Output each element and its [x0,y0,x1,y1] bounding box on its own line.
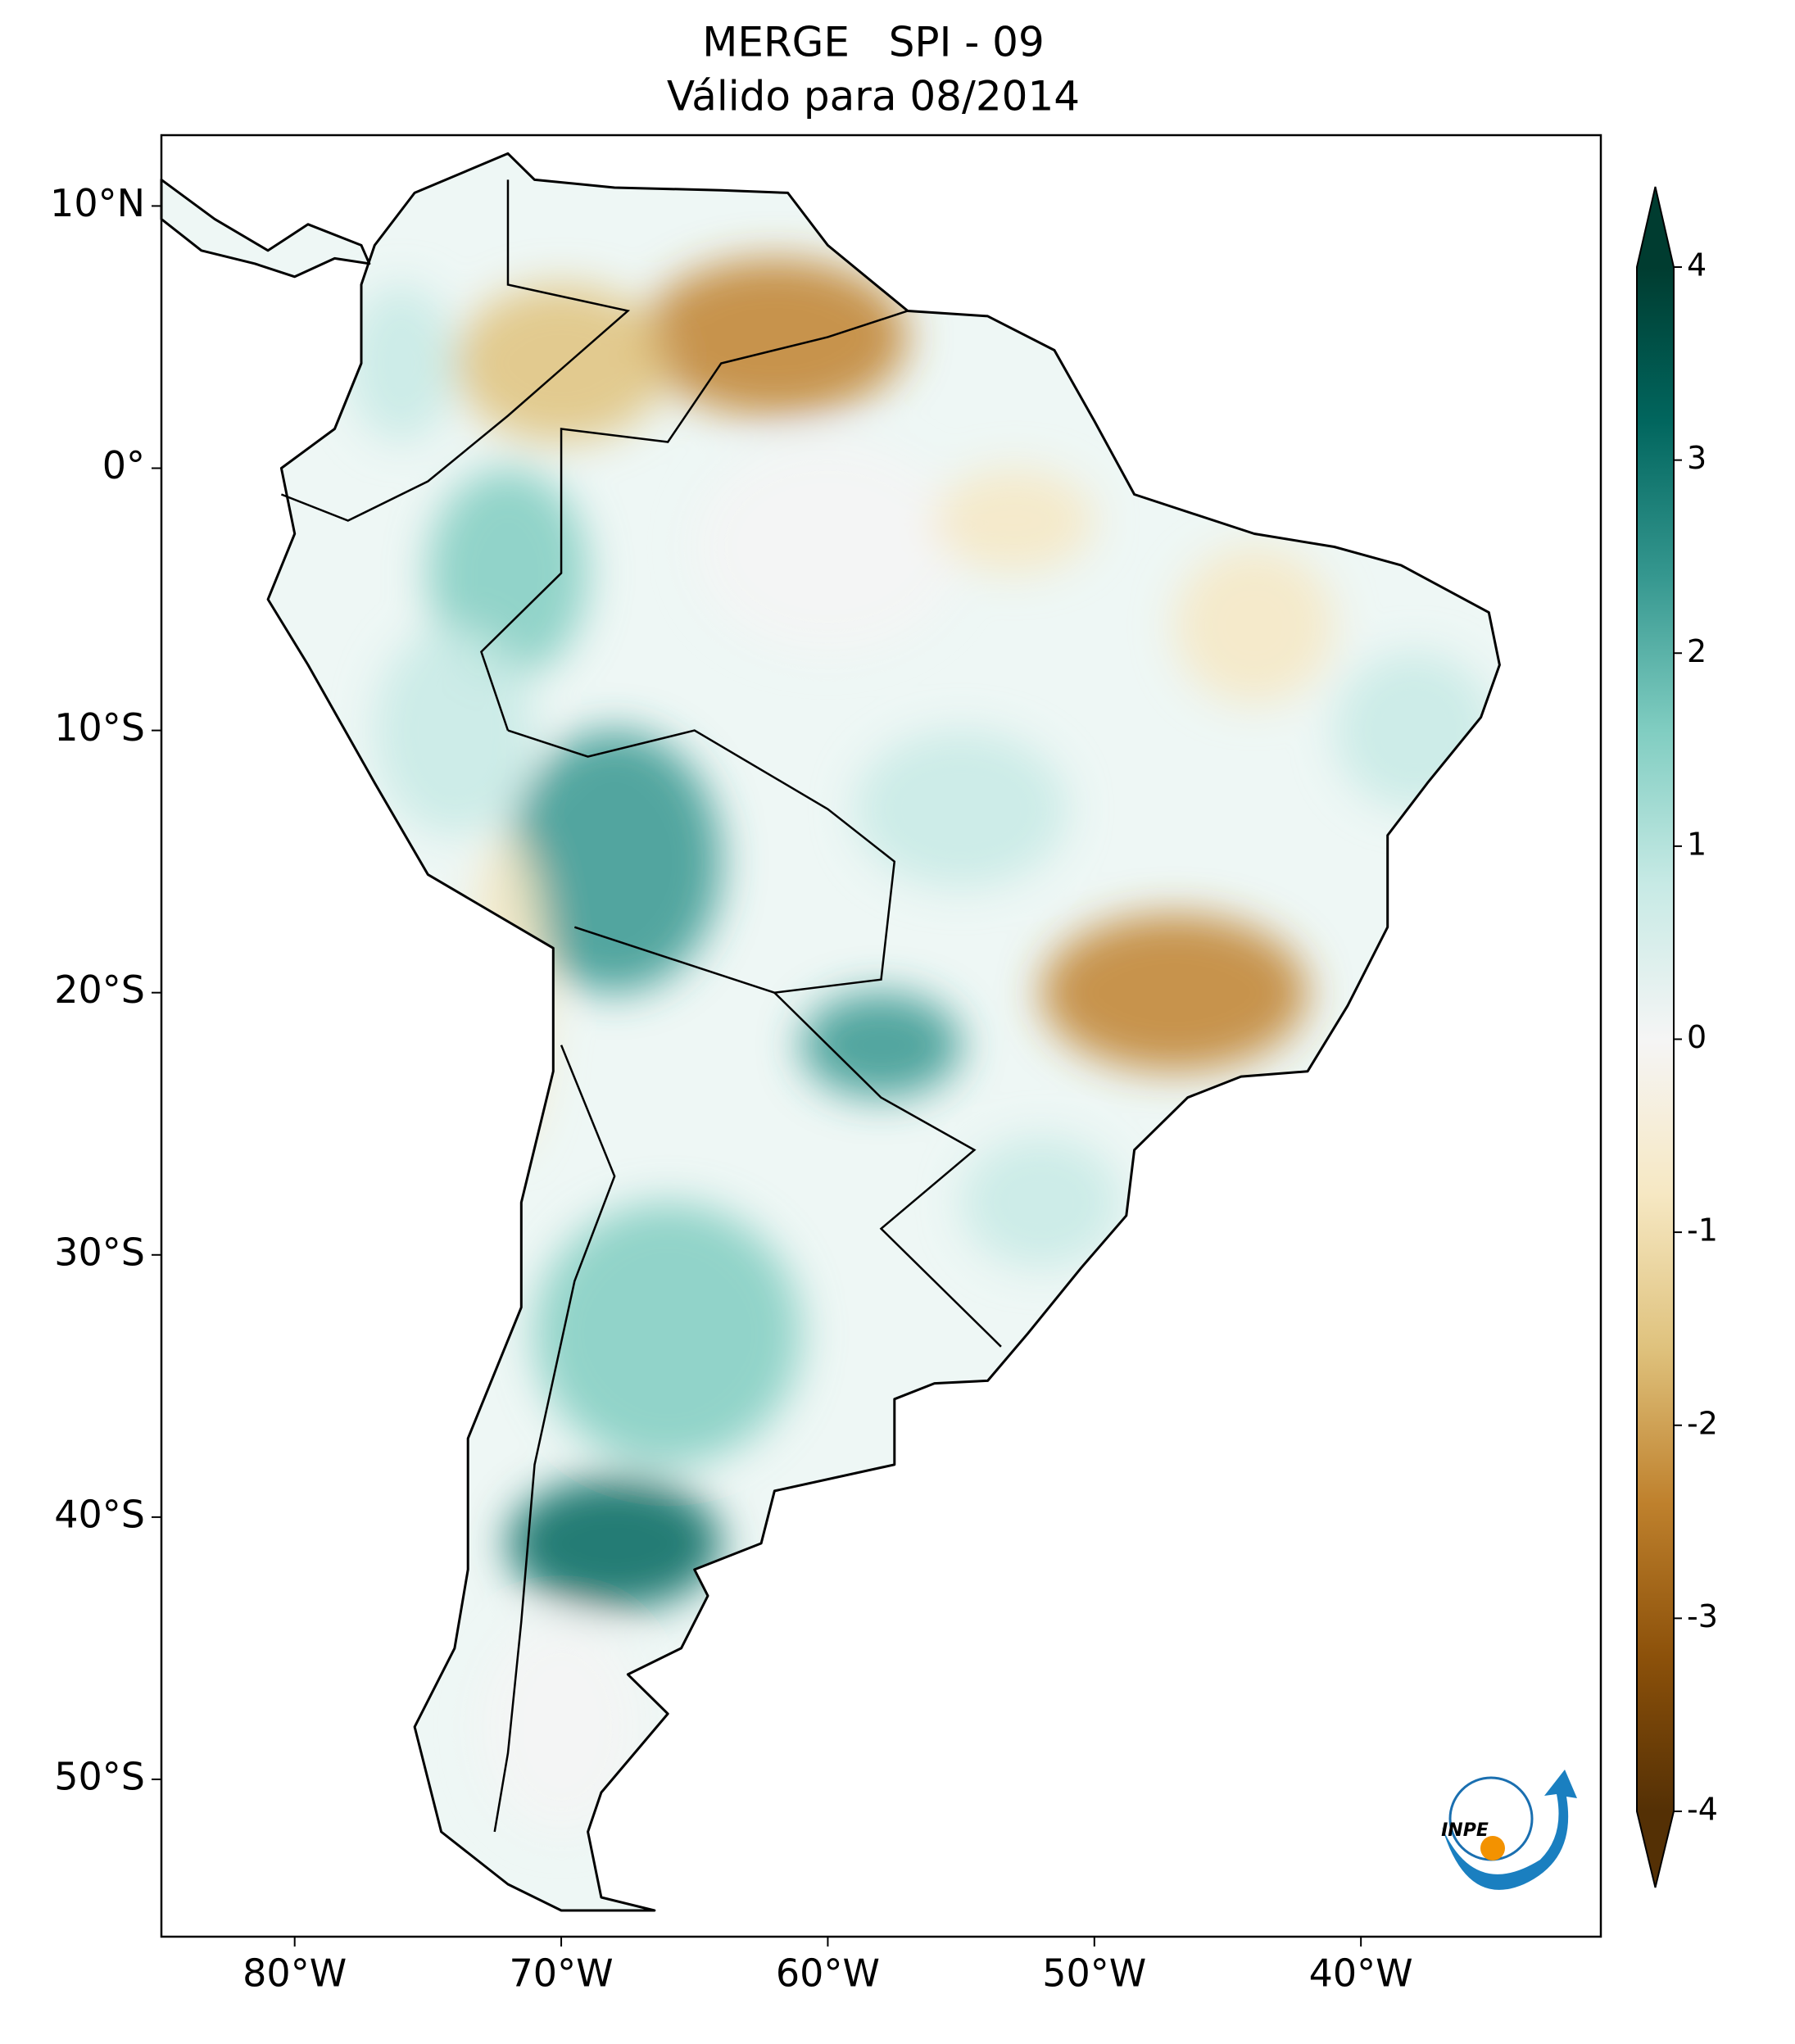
spi-blob [507,1477,722,1609]
y-tick-label: 10°N [50,181,145,225]
spi-blob [454,284,669,442]
spi-blob [534,1202,801,1465]
inpe-logo: INPE [1441,1770,1577,1890]
x-tick-label: 80°W [243,1951,347,1996]
spi-blob [934,468,1095,573]
y-tick-label: 40°S [54,1492,145,1536]
spi-blob [961,1136,1122,1268]
colorbar-tick-label: -4 [1687,1792,1718,1828]
logo-dot [1480,1836,1505,1860]
y-tick-label: 10°S [54,705,145,750]
y-tick-label: 20°S [54,968,145,1012]
colorbar-tick-label: 1 [1687,826,1707,862]
spi-blob [1040,913,1308,1072]
colorbar-tick-label: 3 [1687,440,1707,476]
spi-blob [481,1621,641,1832]
y-tick-label: 0° [102,443,145,487]
logo-swoosh [1442,1770,1577,1890]
spi-field [347,258,1494,1832]
spi-blob [507,730,722,993]
spi-blob [641,258,909,416]
x-tick-label: 70°W [510,1951,614,1996]
x-tick-label: 50°W [1042,1951,1146,1996]
spi-blob [854,730,1068,888]
title-line: Válido para 08/2014 [667,73,1080,120]
x-tick-label: 40°W [1309,1951,1413,1996]
x-tick-label: 60°W [776,1951,880,1996]
colorbar: 4 3 2 1 0 -1 -2 -3 -4 [1636,186,1718,1888]
border [493,1045,616,1833]
colorbar-tick-label: -2 [1687,1405,1718,1441]
y-tick-label: 50°S [54,1754,145,1798]
logo-text: INPE [1441,1820,1489,1841]
colorbar-extend-top [1637,187,1674,267]
border [773,991,1002,1348]
border [480,310,909,731]
spi-blob [428,468,588,678]
colorbar-extend-bottom [1637,1811,1674,1888]
colorbar-body [1637,267,1674,1811]
land [160,152,1501,1912]
spi-blob [694,442,962,652]
spi-blob [800,992,962,1098]
colorbar-tick-label: 2 [1687,633,1707,669]
coastline [160,152,1501,1912]
border [280,179,631,522]
y-tick-label: 30°S [54,1230,145,1274]
colorbar-tick-label: 0 [1687,1019,1707,1055]
spi-blob [347,284,455,442]
title-line: MERGE SPI - 09 [702,19,1045,66]
border [507,729,896,994]
spi-blob [374,625,535,836]
map-frame [160,134,1602,1938]
spi-blobs [347,258,1494,1832]
spi-blob [1174,546,1335,705]
colorbar-tick-label: 4 [1687,247,1707,283]
colorbar-tick-label: -3 [1687,1598,1718,1634]
colorbar-tick-label: -1 [1687,1212,1718,1249]
